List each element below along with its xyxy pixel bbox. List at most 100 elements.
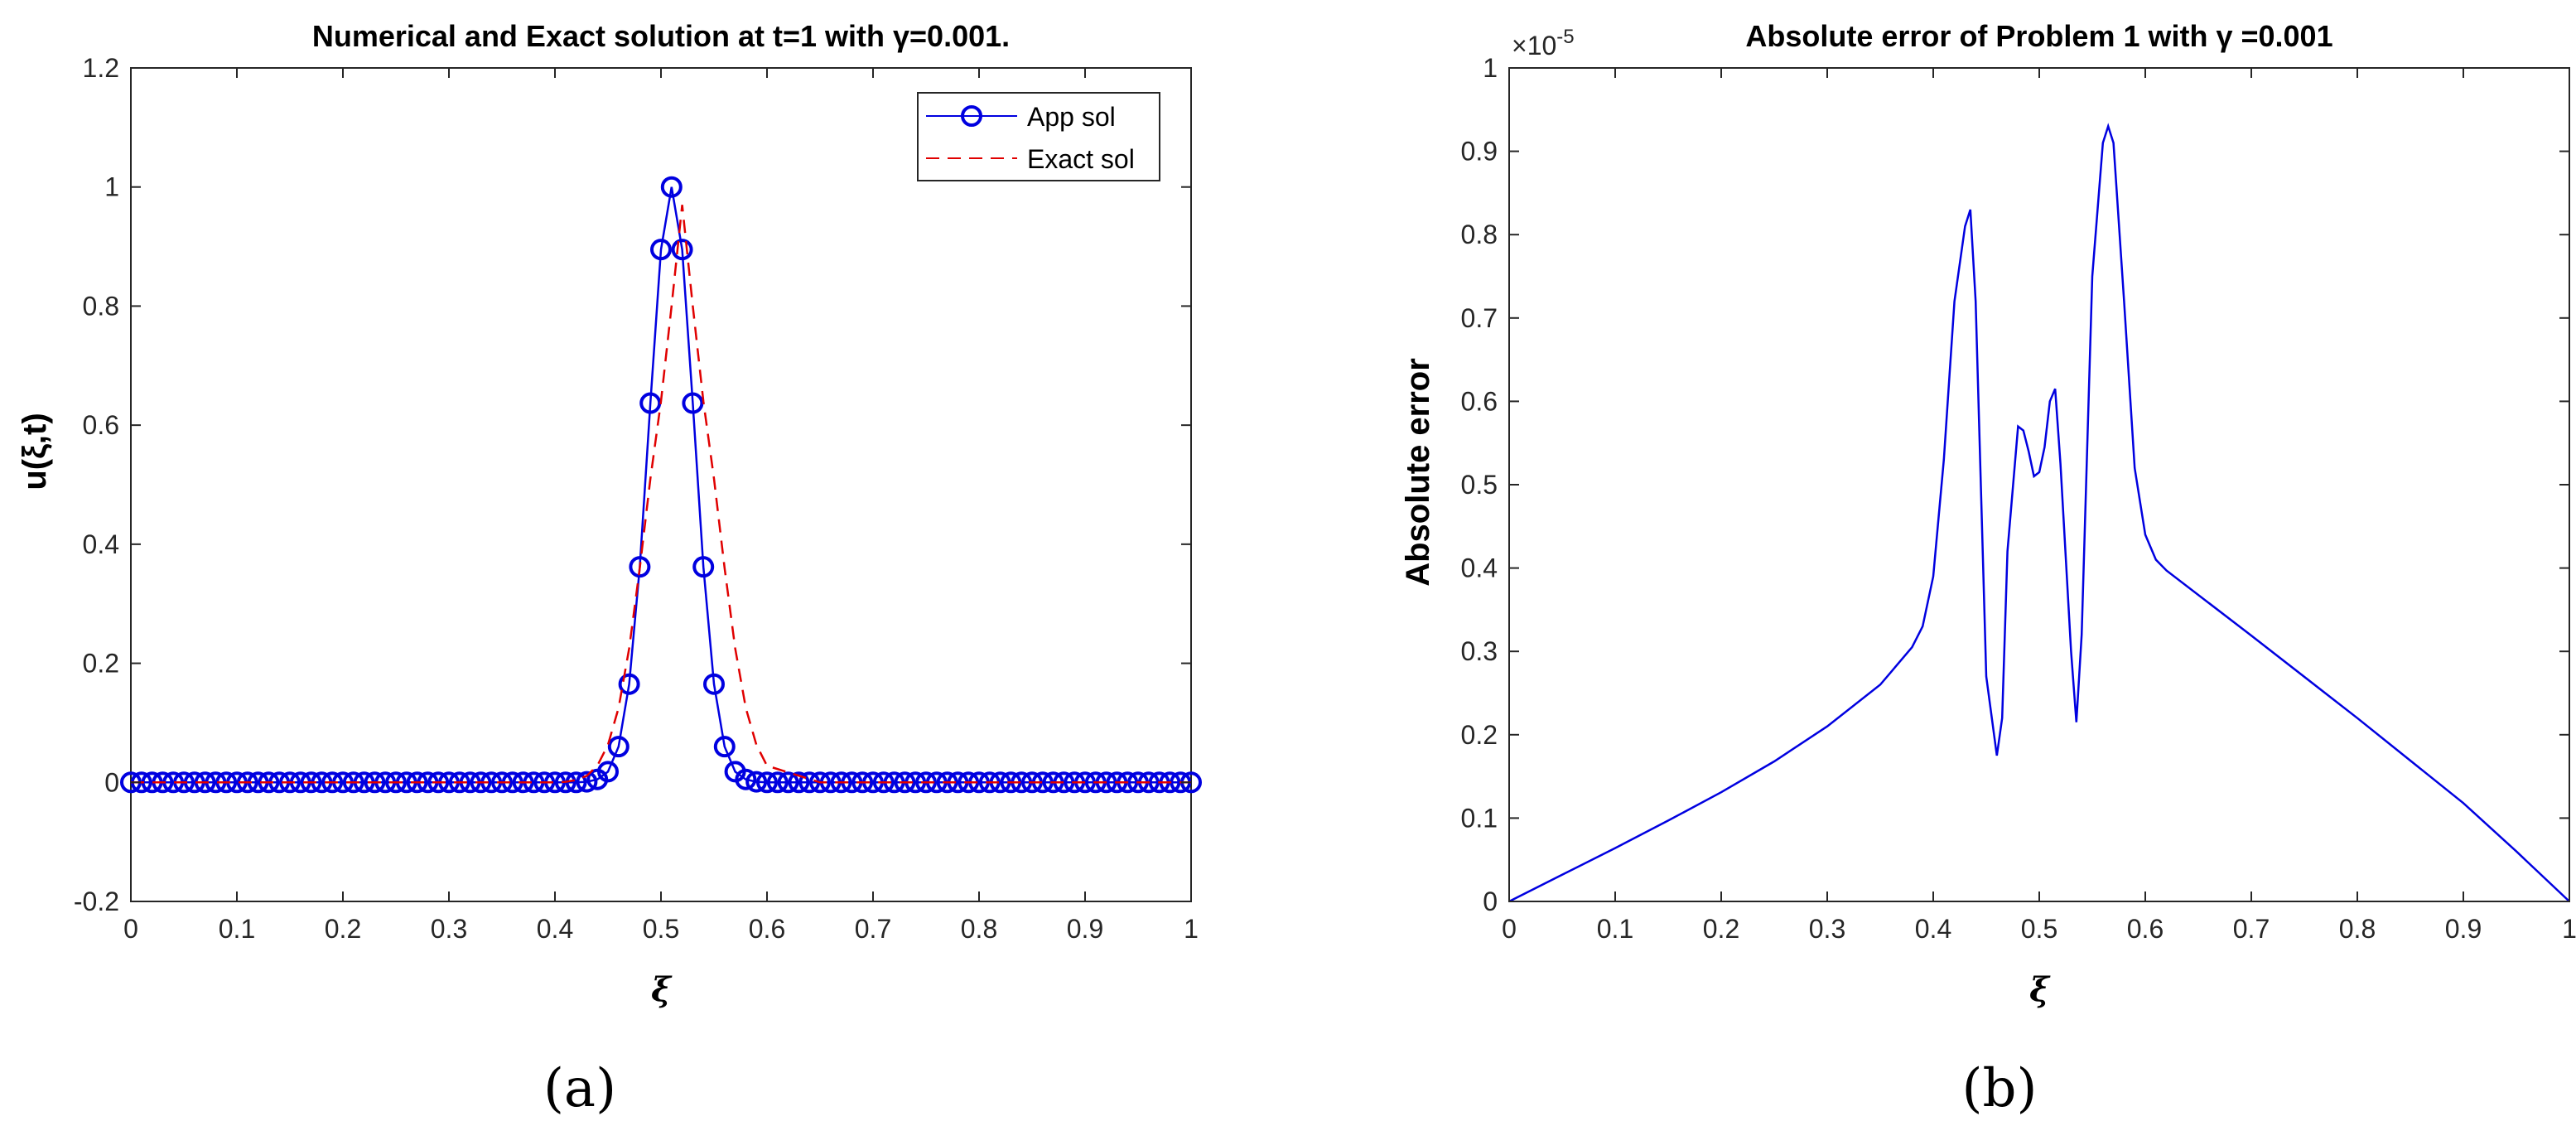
data-point [682,392,704,414]
x-tick-label: 0 [123,914,138,944]
chart-b-y-exponent: ×10-5 [1512,26,1575,60]
data-point [597,761,619,783]
x-tick-label: 0.8 [2339,914,2376,944]
x-tick-label: 0.8 [961,914,997,944]
x-tick-label: 0.3 [431,914,467,944]
data-point [958,771,980,794]
chart-a-legend: App sol Exact sol [917,92,1160,181]
data-point [470,771,492,794]
data-point [703,673,725,695]
data-point [321,771,344,794]
chart-a-plot-area [120,67,1202,902]
legend-app-sol-marker [961,105,982,127]
data-point [692,556,715,578]
y-tick-label: 0 [104,767,119,797]
legend-exact-sol-label: Exact sol [1027,144,1135,174]
y-tick-label: 0.6 [83,410,119,440]
x-tick-label: 1 [2562,914,2576,944]
y-tick-label: 1.2 [83,53,119,83]
data-point [448,771,470,794]
data-point [607,736,630,758]
chart-b-title: Absolute error of Problem 1 with γ =0.00… [1745,19,2332,53]
data-point [639,392,662,414]
x-tick-label: 0.2 [325,914,361,944]
y-tick-label: 0.4 [83,529,119,559]
chart-b-y-exponent-base: ×10 [1512,31,1556,60]
data-point [894,771,916,794]
chart-b-ylabel: Absolute error [1400,358,1436,587]
data-point [766,771,789,794]
data-point [809,771,831,794]
data-point [650,239,672,261]
legend-box [917,92,1160,181]
series-line-exact-sol [131,205,1191,784]
data-point [236,771,258,794]
y-tick-label: 1 [104,172,119,202]
data-point [915,771,937,794]
y-tick-label: 0.1 [1461,803,1498,833]
data-point [342,771,364,794]
y-tick-label: 0.2 [1461,720,1498,750]
data-point [279,771,301,794]
axes-box [1508,67,2570,902]
x-tick-label: 0.9 [2445,914,2482,944]
data-point [735,768,757,790]
y-tick-label: 0.3 [1461,636,1498,666]
data-point [406,771,428,794]
x-tick-label: 0.1 [219,914,255,944]
data-point [660,176,683,198]
x-tick-label: 0.3 [1809,914,1845,944]
chart-a-ylabel: u(ξ,t) [17,413,53,490]
data-point [554,771,576,794]
y-tick-label: -0.2 [74,887,119,916]
data-point [777,771,799,794]
data-point [618,673,640,695]
data-point [851,771,874,794]
data-point [533,771,556,794]
data-point [512,771,534,794]
data-point [830,771,852,794]
data-point [788,771,810,794]
x-tick-label: 0 [1502,914,1517,944]
data-point [745,771,768,793]
chart-a-title: Numerical and Exact solution at t=1 with… [312,19,1010,53]
chart-b-ticks: 0 0.1 0.2 0.3 0.4 0.5 0.6 0.7 0.8 0.9 1 0 0.1 0.2 0.3 0… [1461,53,2576,944]
y-tick-label: 0.5 [1461,470,1498,500]
y-tick-label: 0.8 [1461,220,1498,249]
x-tick-label: 0.6 [749,914,785,944]
data-point [491,771,513,794]
x-tick-label: 0.7 [2233,914,2270,944]
data-point [427,771,450,794]
series-line-app-sol [131,186,1191,784]
y-tick-label: 0.9 [1461,137,1498,167]
y-tick-label: 0.2 [83,649,119,679]
chart-a: Numerical and Exact solution at t=1 with… [17,19,1202,1119]
chart-b-plot-area [1508,67,2570,903]
legend-app-sol-label: App sol [1027,102,1116,132]
x-tick-label: 0.4 [1915,914,1951,944]
x-tick-label: 0.7 [855,914,891,944]
panel-b-label: (b) [1962,1058,2038,1119]
data-point [300,771,322,794]
x-tick-label: 1 [1184,914,1199,944]
data-point [364,771,386,794]
chart-a-xlabel: ξ [651,970,673,1009]
x-tick-label: 0.9 [1067,914,1103,944]
data-point [936,771,958,794]
x-tick-label: 0.1 [1597,914,1633,944]
chart-b-xlabel: ξ [2029,970,2051,1009]
y-tick-label: 0.6 [1461,386,1498,416]
panel-a-label: (a) [543,1058,616,1119]
y-tick-label: 0 [1483,887,1498,916]
y-tick-label: 0.7 [1461,303,1498,333]
chart-b: Absolute error of Problem 1 with γ =0.00… [1400,19,2576,1119]
x-tick-label: 0.6 [2127,914,2164,944]
data-point [258,771,280,794]
y-tick-label: 0.8 [83,291,119,321]
x-tick-label: 0.5 [643,914,679,944]
data-point [713,736,736,758]
series-line-0 [1508,123,2570,903]
x-tick-label: 0.5 [2021,914,2057,944]
data-point [671,239,693,261]
